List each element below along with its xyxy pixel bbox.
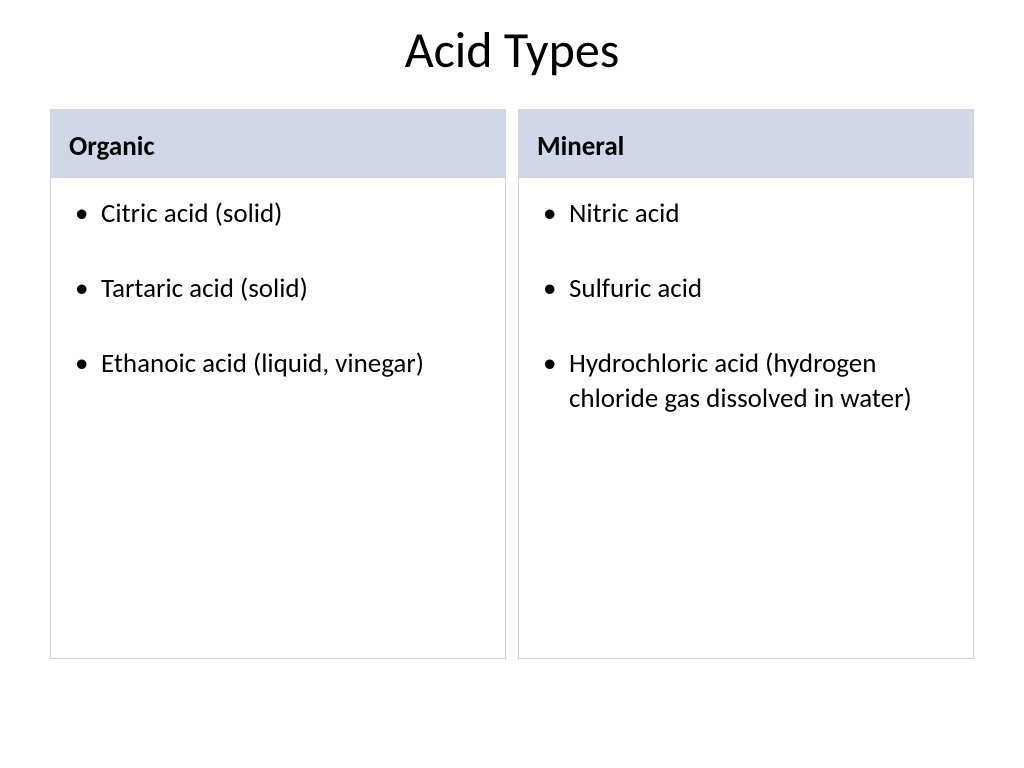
- column-body-organic: Citric acid (solid) Tartaric acid (solid…: [51, 178, 505, 658]
- list-item: Tartaric acid (solid): [69, 271, 491, 306]
- list-mineral: Nitric acid Sulfuric acid Hydrochloric a…: [533, 196, 959, 416]
- list-item: Ethanoic acid (liquid, vinegar): [69, 346, 491, 381]
- slide-title: Acid Types: [50, 20, 974, 81]
- column-body-mineral: Nitric acid Sulfuric acid Hydrochloric a…: [519, 178, 973, 658]
- columns-container: Organic Citric acid (solid) Tartaric aci…: [50, 109, 974, 659]
- list-item: Hydrochloric acid (hydrogen chloride gas…: [537, 346, 959, 416]
- list-item: Nitric acid: [537, 196, 959, 231]
- column-header-mineral: Mineral: [519, 110, 973, 178]
- list-item: Sulfuric acid: [537, 271, 959, 306]
- column-header-organic: Organic: [51, 110, 505, 178]
- list-organic: Citric acid (solid) Tartaric acid (solid…: [65, 196, 491, 381]
- column-mineral: Mineral Nitric acid Sulfuric acid Hydroc…: [518, 109, 974, 659]
- column-organic: Organic Citric acid (solid) Tartaric aci…: [50, 109, 506, 659]
- list-item: Citric acid (solid): [69, 196, 491, 231]
